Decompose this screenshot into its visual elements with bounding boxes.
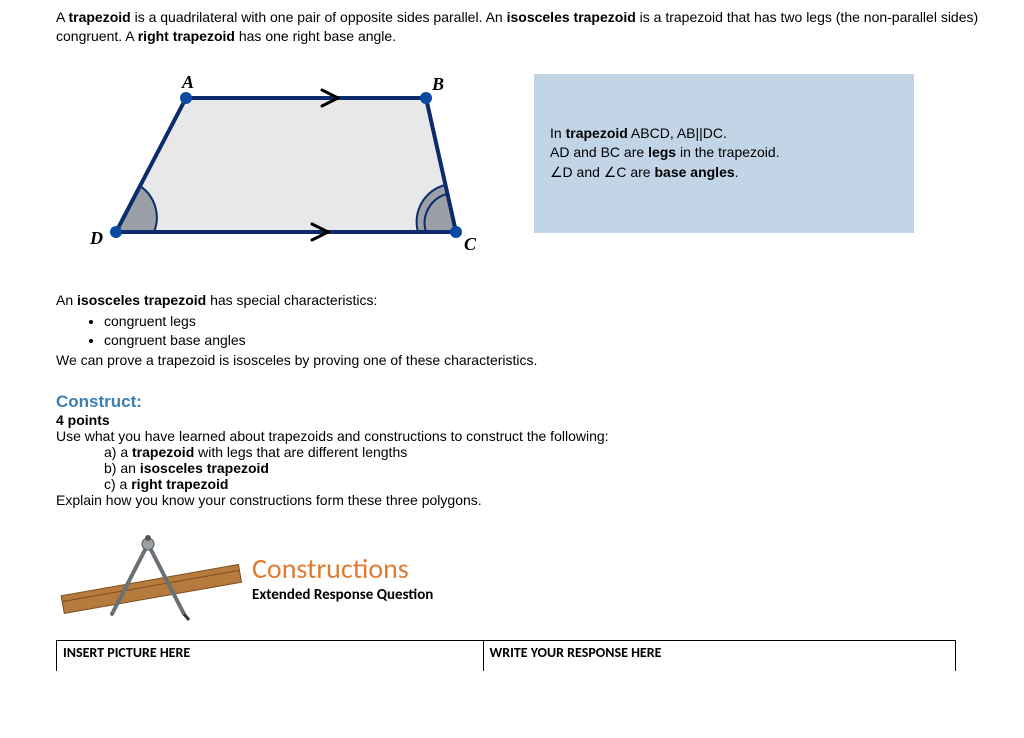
text-bold: legs — [648, 144, 676, 160]
constructions-subtitle: Extended Response Question — [252, 586, 433, 604]
text-bold: trapezoid — [566, 125, 628, 141]
text-bold: isosceles trapezoid — [77, 292, 206, 308]
characteristics: An isosceles trapezoid has special chara… — [56, 291, 984, 371]
write-response-cell[interactable]: WRITE YOUR RESPONSE HERE — [483, 641, 955, 672]
text-bold: trapezoid — [68, 9, 130, 25]
text: We can prove a trapezoid is isosceles by… — [56, 351, 984, 370]
definition-box: In trapezoid ABCD, AB||DC. AD and BC are… — [534, 74, 914, 233]
list-item: congruent legs — [104, 312, 984, 331]
points-label: 4 points — [56, 412, 984, 428]
constructions-title: Constructions — [252, 551, 433, 586]
text-bold: right trapezoid — [138, 28, 235, 44]
label-D: D — [89, 228, 103, 248]
text: is a quadrilateral with one pair of oppo… — [131, 9, 507, 25]
text-bold: isosceles trapezoid — [140, 460, 269, 476]
text: has special characteristics: — [206, 292, 377, 308]
label-A: A — [181, 72, 194, 92]
insert-picture-cell[interactable]: INSERT PICTURE HERE — [57, 641, 484, 672]
text-bold: right trapezoid — [131, 476, 228, 492]
figure-row: A B C D In trapezoid ABCD, AB||DC. AD an… — [56, 68, 984, 271]
text: An — [56, 292, 77, 308]
text: b) an — [104, 460, 140, 476]
trapezoid-diagram: A B C D — [56, 68, 516, 271]
text-bold: trapezoid — [132, 444, 194, 460]
text: with legs that are different lengths — [194, 444, 407, 460]
intro-paragraph: A trapezoid is a quadrilateral with one … — [56, 8, 984, 46]
text-bold: base angles — [654, 164, 734, 180]
text: ∠D and ∠C are — [550, 164, 654, 180]
list-item: congruent base angles — [104, 331, 984, 350]
response-table: INSERT PICTURE HERE WRITE YOUR RESPONSE … — [56, 640, 956, 671]
text: c) a — [104, 476, 131, 492]
construct-heading: Construct: — [56, 392, 984, 412]
text: ABCD, AB||DC. — [628, 125, 727, 141]
label-B: B — [431, 74, 444, 94]
label-C: C — [464, 234, 477, 254]
text: in the trapezoid. — [676, 144, 780, 160]
text: has one right base angle. — [235, 28, 396, 44]
text: . — [735, 164, 739, 180]
construct-intro: Use what you have learned about trapezoi… — [56, 428, 984, 444]
constructions-banner: Constructions Extended Response Question — [56, 532, 984, 622]
text: A — [56, 9, 68, 25]
task-list: a) a trapezoid with legs that are differ… — [104, 444, 984, 492]
text-bold: isosceles trapezoid — [507, 9, 636, 25]
text: a) a — [104, 444, 132, 460]
text: AD and BC are — [550, 144, 648, 160]
text: In — [550, 125, 566, 141]
compass-ruler-icon — [56, 532, 246, 622]
char-list: congruent legs congruent base angles — [104, 312, 984, 350]
construct-explain: Explain how you know your constructions … — [56, 492, 984, 508]
